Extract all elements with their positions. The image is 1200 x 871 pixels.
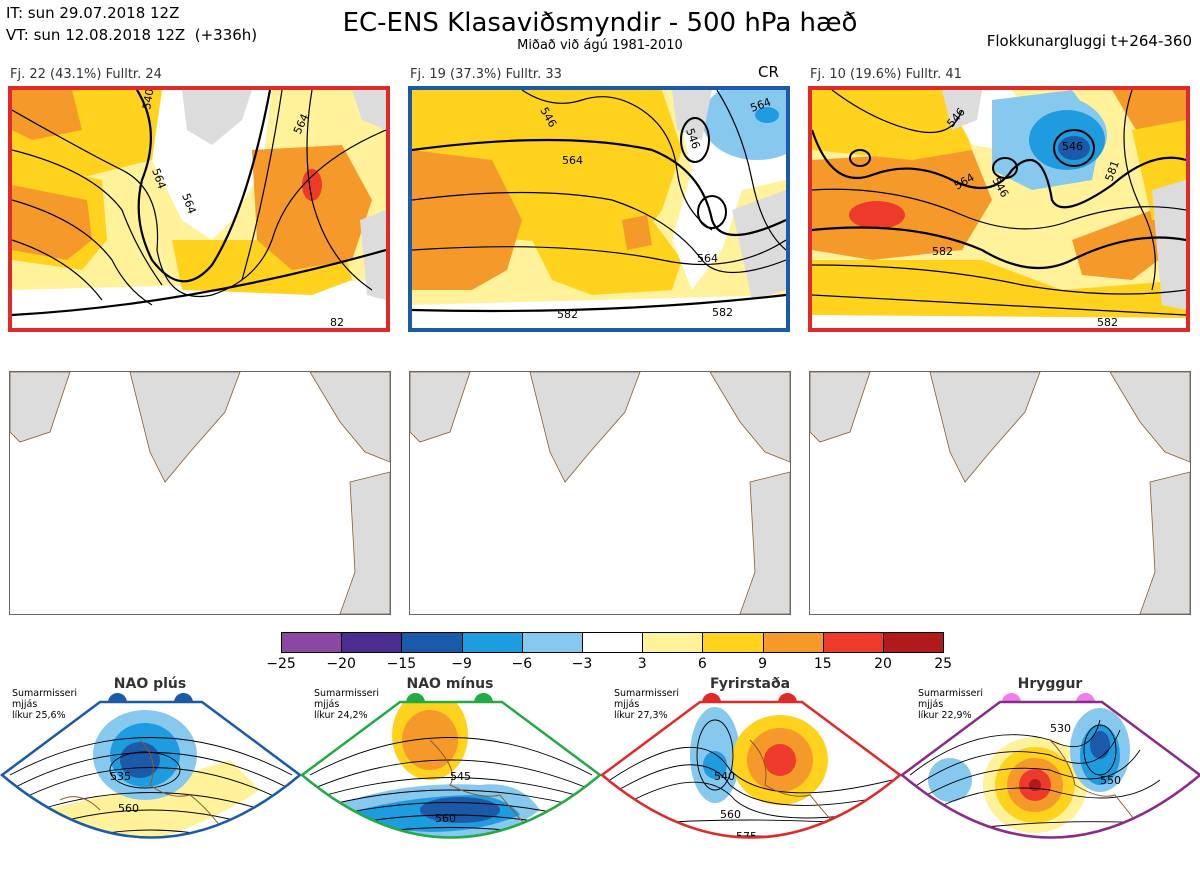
regime-4-name: Hryggur <box>1017 676 1083 692</box>
regime-4-map[interactable]: 530 550 575 <box>900 700 1200 871</box>
regime-3-contour-label: 560 <box>720 808 741 821</box>
cluster-2-contour-label: 564 <box>562 154 583 167</box>
base-map-2[interactable] <box>409 371 791 615</box>
cluster-1-contour-label: 82 <box>330 316 344 328</box>
cluster-3-anomaly-svg: 546 546 546 564 582 581 582 <box>812 90 1186 328</box>
colorbar-tick-label: 9 <box>758 656 768 672</box>
colorbar-tick-label: 3 <box>637 656 647 672</box>
regime-2-info: Sumarmisseri mjjás líkur 24,2% <box>314 688 380 721</box>
colorbar-swatch <box>461 632 523 653</box>
colorbar-tick-label: −15 <box>386 656 417 672</box>
colorbar-swatch <box>822 632 884 653</box>
colorbar-swatch <box>702 632 764 653</box>
colorbar-tick-label: −20 <box>326 656 356 672</box>
colorbar-swatch <box>642 632 704 653</box>
cluster-2-contour-label: 564 <box>697 252 718 265</box>
regime-3-contour-label: 575 <box>736 830 757 843</box>
colorbar-swatch <box>883 632 945 653</box>
cluster-1-label: Fj. 22 (43.1%) Fulltr. 24 <box>10 67 162 82</box>
colorbar-swatch <box>341 632 403 653</box>
regime-2-contour-label: 545 <box>450 770 471 783</box>
colorbar-swatch <box>582 632 644 653</box>
base-map-3[interactable] <box>809 371 1191 615</box>
cluster-3-contour-label: 582 <box>1097 316 1118 328</box>
colorbar-tick-label: 6 <box>697 656 707 672</box>
regime-3-contour-label: 540 <box>714 770 735 783</box>
regime-1-name: NAO plús <box>113 676 187 692</box>
colorbar-tick-label: 25 <box>934 656 953 672</box>
coastline-map-svg <box>410 372 790 614</box>
initial-time: IT: sun 29.07.2018 12Z <box>6 4 180 22</box>
cluster-3-label: Fj. 10 (19.6%) Fulltr. 41 <box>810 67 962 82</box>
cluster-2-label: Fj. 19 (37.3%) Fulltr. 33 <box>410 67 562 82</box>
regime-3-name: Fyrirstaða <box>709 676 791 692</box>
cluster-3-contour-label: 582 <box>932 245 953 258</box>
regime-1-contour-label: 535 <box>110 770 131 783</box>
regime-2-contour-label: 560 <box>435 812 456 825</box>
cluster-2-map[interactable]: 546 564 546 564 564 582 582 <box>408 86 790 332</box>
coastline-map-svg <box>10 372 390 614</box>
regime-1-contour-label: 560 <box>118 802 139 815</box>
colorbar-swatch <box>762 632 824 653</box>
base-map-1[interactable] <box>9 371 391 615</box>
classification-window: Flokkunargluggi t+264-360 <box>986 32 1192 50</box>
regime-1-info: Sumarmisseri mjjás líkur 25,6% <box>12 688 78 721</box>
colorbar-swatch <box>401 632 463 653</box>
cluster-1-map[interactable]: 564 564 540 564 82 <box>8 86 390 332</box>
regime-1-map[interactable]: 535 560 <box>0 700 302 871</box>
cluster-2-tag: CR <box>758 63 779 81</box>
regime-3-info: Sumarmisseri mjjás líkur 27,3% <box>614 688 680 721</box>
cluster-2-contour-label: 582 <box>557 308 578 321</box>
colorbar-tick-label: −9 <box>451 656 472 672</box>
cluster-3-contour-label: 546 <box>1062 140 1083 153</box>
colorbar-tick-label: 15 <box>813 656 832 672</box>
colorbar-tick-label: −3 <box>571 656 593 672</box>
cluster-2-contour-label: 582 <box>712 306 733 319</box>
regime-4-contour-label: 550 <box>1100 774 1121 787</box>
colorbar-tick-label: −25 <box>266 656 296 672</box>
cluster-2-anomaly-svg: 546 564 546 564 564 582 582 <box>412 90 786 328</box>
regime-3-map[interactable]: 540 560 575 <box>600 700 902 871</box>
page-title: EC-ENS Klasaviðsmyndir - 500 hPa hæð <box>342 8 858 38</box>
page-subtitle: Miðað við ágú 1981-2010 <box>517 38 683 53</box>
regime-4-contour-label: 530 <box>1050 722 1071 735</box>
colorbar-tick-label: −6 <box>511 656 533 672</box>
colorbar-swatch <box>281 632 343 653</box>
colorbar-tick-label: 20 <box>874 656 892 672</box>
coastline-map-svg <box>810 372 1190 614</box>
cluster-3-map[interactable]: 546 546 546 564 582 581 582 <box>808 86 1190 332</box>
colorbar-swatch <box>521 632 583 653</box>
cluster-1-contour-label: 540 <box>140 90 156 111</box>
regime-2-map[interactable]: 545 560 575 <box>300 700 602 871</box>
cluster-1-anomaly-svg: 564 564 540 564 82 <box>12 90 386 328</box>
regime-2-name: NAO mínus <box>406 676 494 692</box>
valid-time: VT: sun 12.08.2018 12Z (+336h) <box>6 26 258 44</box>
regime-4-info: Sumarmisseri mjjás líkur 22,9% <box>918 688 984 721</box>
regime-4-contour-label: 575 <box>1090 835 1111 848</box>
regime-2-contour-label: 575 <box>443 848 464 861</box>
